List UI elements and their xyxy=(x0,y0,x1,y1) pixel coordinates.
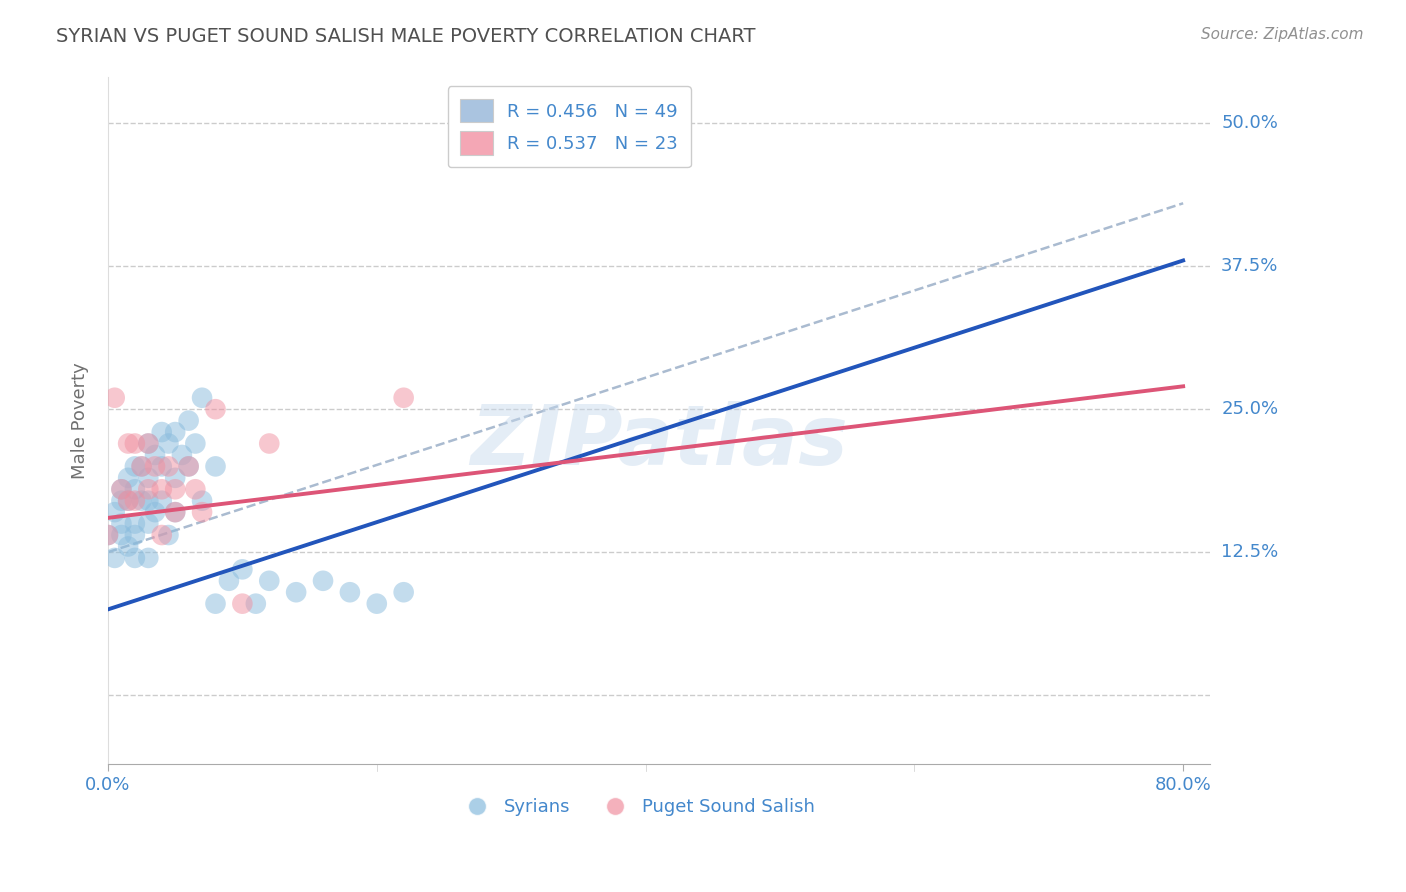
Point xyxy=(124,550,146,565)
Point xyxy=(184,436,207,450)
Point xyxy=(136,516,159,531)
Point xyxy=(150,483,173,497)
Point xyxy=(117,471,139,485)
Point xyxy=(136,550,159,565)
Point xyxy=(131,459,153,474)
Point xyxy=(392,391,415,405)
Point xyxy=(150,528,173,542)
Point xyxy=(312,574,335,588)
Point xyxy=(110,493,132,508)
Point xyxy=(117,540,139,554)
Text: 25.0%: 25.0% xyxy=(1222,401,1278,418)
Point xyxy=(177,459,200,474)
Point xyxy=(165,505,187,519)
Point xyxy=(191,493,214,508)
Point xyxy=(143,459,166,474)
Point xyxy=(150,459,173,474)
Text: Source: ZipAtlas.com: Source: ZipAtlas.com xyxy=(1201,27,1364,42)
Point xyxy=(143,448,166,462)
Point xyxy=(259,574,281,588)
Point xyxy=(110,516,132,531)
Point xyxy=(177,414,200,428)
Point xyxy=(104,391,127,405)
Point xyxy=(124,516,146,531)
Text: 12.5%: 12.5% xyxy=(1222,543,1278,561)
Point xyxy=(117,493,139,508)
Point xyxy=(184,483,207,497)
Point xyxy=(170,448,193,462)
Point xyxy=(117,436,139,450)
Y-axis label: Male Poverty: Male Poverty xyxy=(72,362,89,479)
Point xyxy=(97,528,120,542)
Point xyxy=(136,471,159,485)
Point xyxy=(110,483,132,497)
Point xyxy=(165,483,187,497)
Point xyxy=(131,493,153,508)
Text: SYRIAN VS PUGET SOUND SALISH MALE POVERTY CORRELATION CHART: SYRIAN VS PUGET SOUND SALISH MALE POVERT… xyxy=(56,27,756,45)
Point xyxy=(157,528,180,542)
Point xyxy=(204,459,226,474)
Point xyxy=(104,550,127,565)
Point xyxy=(143,505,166,519)
Point xyxy=(104,505,127,519)
Point xyxy=(117,493,139,508)
Point xyxy=(218,574,240,588)
Point xyxy=(259,436,281,450)
Point xyxy=(150,493,173,508)
Point xyxy=(110,483,132,497)
Point xyxy=(124,528,146,542)
Point xyxy=(165,505,187,519)
Point xyxy=(191,391,214,405)
Point xyxy=(136,493,159,508)
Point xyxy=(124,483,146,497)
Text: 50.0%: 50.0% xyxy=(1222,114,1278,132)
Point xyxy=(245,597,267,611)
Text: ZIPatlas: ZIPatlas xyxy=(470,401,848,482)
Point xyxy=(339,585,361,599)
Point xyxy=(366,597,388,611)
Point xyxy=(231,562,253,576)
Point xyxy=(157,436,180,450)
Point xyxy=(124,459,146,474)
Point xyxy=(136,436,159,450)
Point xyxy=(157,459,180,474)
Point xyxy=(204,597,226,611)
Point xyxy=(165,425,187,439)
Point xyxy=(392,585,415,599)
Legend: Syrians, Puget Sound Salish: Syrians, Puget Sound Salish xyxy=(451,791,823,823)
Point xyxy=(285,585,308,599)
Point xyxy=(131,459,153,474)
Point xyxy=(165,471,187,485)
Point xyxy=(191,505,214,519)
Text: 37.5%: 37.5% xyxy=(1222,257,1278,276)
Point xyxy=(124,436,146,450)
Point xyxy=(97,528,120,542)
Point xyxy=(150,425,173,439)
Point xyxy=(231,597,253,611)
Point xyxy=(204,402,226,417)
Point xyxy=(177,459,200,474)
Point xyxy=(124,493,146,508)
Point xyxy=(110,528,132,542)
Point xyxy=(136,436,159,450)
Point xyxy=(136,483,159,497)
